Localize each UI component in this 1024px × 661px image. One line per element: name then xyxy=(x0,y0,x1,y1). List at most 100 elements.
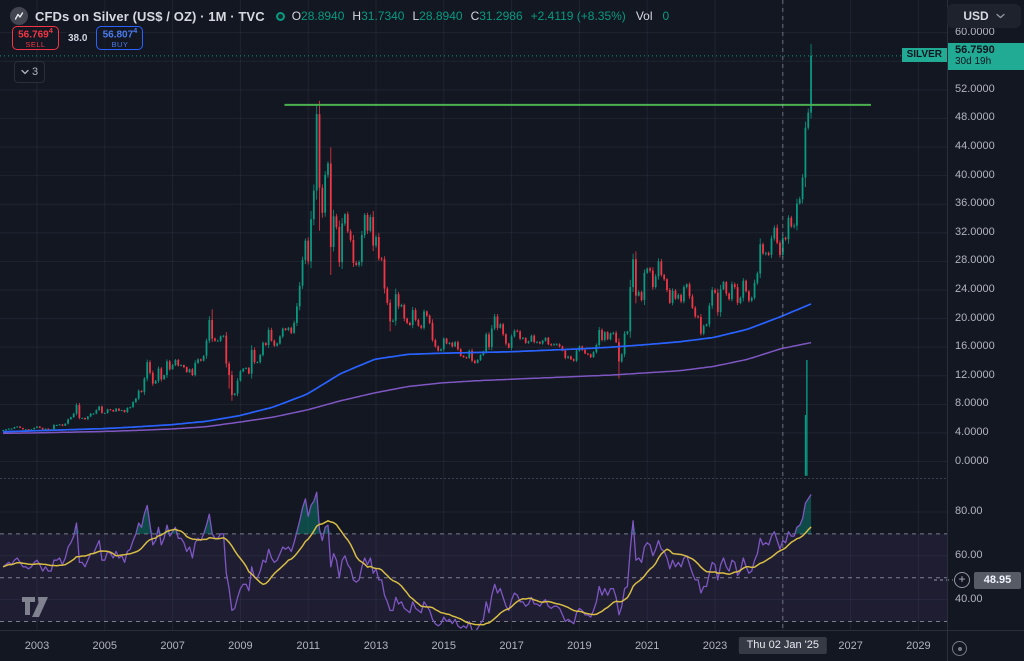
candle-body xyxy=(753,282,756,298)
candle-body xyxy=(10,428,13,430)
symbol-legend: CFDs on Silver (US$ / OZ) · 1M · TVC O28… xyxy=(10,7,669,25)
price-axis-tick[interactable]: 36.0000 xyxy=(955,197,995,210)
candle-body xyxy=(516,330,519,332)
time-axis-year-label[interactable]: 2009 xyxy=(228,640,253,652)
candle-body xyxy=(572,359,575,361)
price-axis-tick[interactable]: 44.0000 xyxy=(955,140,995,152)
candle-body xyxy=(352,239,355,263)
price-axis-tick[interactable]: 48.0000 xyxy=(955,111,995,124)
rsi-axis-tick[interactable]: 80.00 xyxy=(955,505,983,517)
candle-body xyxy=(344,214,346,224)
candle-body xyxy=(335,216,338,228)
candle-body xyxy=(677,294,680,299)
symbol-logo-icon[interactable] xyxy=(10,7,28,25)
candle-body xyxy=(640,292,643,300)
time-axis-year-label[interactable]: 2029 xyxy=(906,640,931,652)
candle-body xyxy=(191,369,194,376)
candle-body xyxy=(245,367,247,369)
price-axis-tick[interactable]: 52.0000 xyxy=(955,82,995,95)
candle-body xyxy=(290,327,293,333)
price-axis-tick[interactable]: 12.0000 xyxy=(955,368,995,381)
price-axis-tick[interactable]: 0.0000 xyxy=(955,454,989,467)
candle-body xyxy=(507,343,510,348)
price-axis-tick[interactable]: 20.0000 xyxy=(955,311,995,324)
rsi-axis-tick[interactable]: 40.00 xyxy=(955,592,983,605)
candle-body xyxy=(312,190,315,220)
price-axis-tick[interactable]: 28.0000 xyxy=(955,254,995,267)
time-axis-year-label[interactable]: 2027 xyxy=(838,640,863,652)
candle-body xyxy=(708,305,711,325)
candle-body xyxy=(247,367,250,374)
time-axis-year-label[interactable]: 2011 xyxy=(296,640,321,652)
price-axis-tick[interactable]: 16.0000 xyxy=(955,340,995,353)
candle-body xyxy=(510,336,513,348)
market-status-icon[interactable] xyxy=(275,11,285,21)
time-axis-year-label[interactable]: 2015 xyxy=(431,640,457,652)
candle-body xyxy=(253,349,256,363)
tradingview-logo[interactable] xyxy=(20,594,62,620)
candle-body xyxy=(683,287,685,302)
price-axis-tick[interactable]: 24.0000 xyxy=(955,282,995,295)
candle-body xyxy=(615,332,618,343)
price-axis-tick[interactable]: 32.0000 xyxy=(955,225,995,238)
time-axis-year-label[interactable]: 2019 xyxy=(567,640,592,652)
time-axis-year-label[interactable]: 2005 xyxy=(92,640,118,652)
candle-body xyxy=(281,328,284,337)
candle-body xyxy=(488,334,490,348)
candle-body xyxy=(61,424,64,426)
candle-body xyxy=(137,390,140,399)
price-axis-tick[interactable]: 60.0000 xyxy=(955,25,995,38)
candle-body xyxy=(519,331,521,339)
candle-body xyxy=(126,407,129,413)
timezone-settings-icon[interactable] xyxy=(952,641,967,656)
ma-purple-line[interactable] xyxy=(3,341,812,434)
time-axis-year-label[interactable]: 2007 xyxy=(160,640,185,652)
candle-body xyxy=(341,223,343,263)
candle-body xyxy=(211,319,214,339)
candle-body xyxy=(748,291,750,301)
candle-body xyxy=(810,55,812,113)
sell-button[interactable]: 56.7694 SELL xyxy=(12,26,59,50)
currency-selector[interactable]: USD xyxy=(947,4,1021,28)
change-value: +2.4119 (+8.35%) xyxy=(530,9,626,23)
candle-body xyxy=(41,427,44,430)
candle-body xyxy=(697,316,699,318)
candle-body xyxy=(544,337,547,341)
candle-body xyxy=(711,289,714,306)
ma-blue-line[interactable] xyxy=(3,303,812,433)
candle-body xyxy=(691,296,694,308)
time-axis-year-label[interactable]: 2023 xyxy=(702,640,728,652)
rsi-line xyxy=(2,491,812,630)
time-axis-year-label[interactable]: 2003 xyxy=(24,640,50,652)
time-axis-year-label[interactable]: 2013 xyxy=(363,640,389,652)
objects-count: 3 xyxy=(32,66,39,78)
price-axis-tick[interactable]: 4.0000 xyxy=(955,425,989,438)
rsi-axis-tick[interactable]: 60.00 xyxy=(955,548,983,561)
candle-body xyxy=(202,355,205,361)
candle-body xyxy=(400,304,403,307)
candle-body xyxy=(442,338,445,350)
symbol-title[interactable]: CFDs on Silver (US$ / OZ) · 1M · TVC xyxy=(35,8,265,24)
candle-body xyxy=(81,417,84,419)
price-axis-tick[interactable]: 40.0000 xyxy=(955,168,995,181)
candle-body xyxy=(129,407,132,409)
time-axis-year-label[interactable]: 2021 xyxy=(634,640,660,652)
candle-body xyxy=(310,219,312,262)
price-axis-tick[interactable]: 8.0000 xyxy=(955,397,989,410)
candle-body xyxy=(118,408,120,411)
candle-body xyxy=(586,353,589,355)
time-axis-year-label[interactable]: 2017 xyxy=(499,640,524,652)
candle-body xyxy=(109,409,112,411)
candle-body xyxy=(183,365,185,368)
candle-body xyxy=(736,287,739,303)
candle-body xyxy=(798,199,801,204)
objects-tree-button[interactable]: 3 xyxy=(14,61,46,83)
candle-body xyxy=(171,365,174,370)
candle-body xyxy=(575,350,578,361)
buy-button[interactable]: 56.8074 BUY xyxy=(96,26,144,50)
candle-body xyxy=(632,259,634,288)
bar-countdown: 30d 19h xyxy=(955,55,992,67)
add-alert-plus-icon[interactable]: + xyxy=(954,571,970,588)
